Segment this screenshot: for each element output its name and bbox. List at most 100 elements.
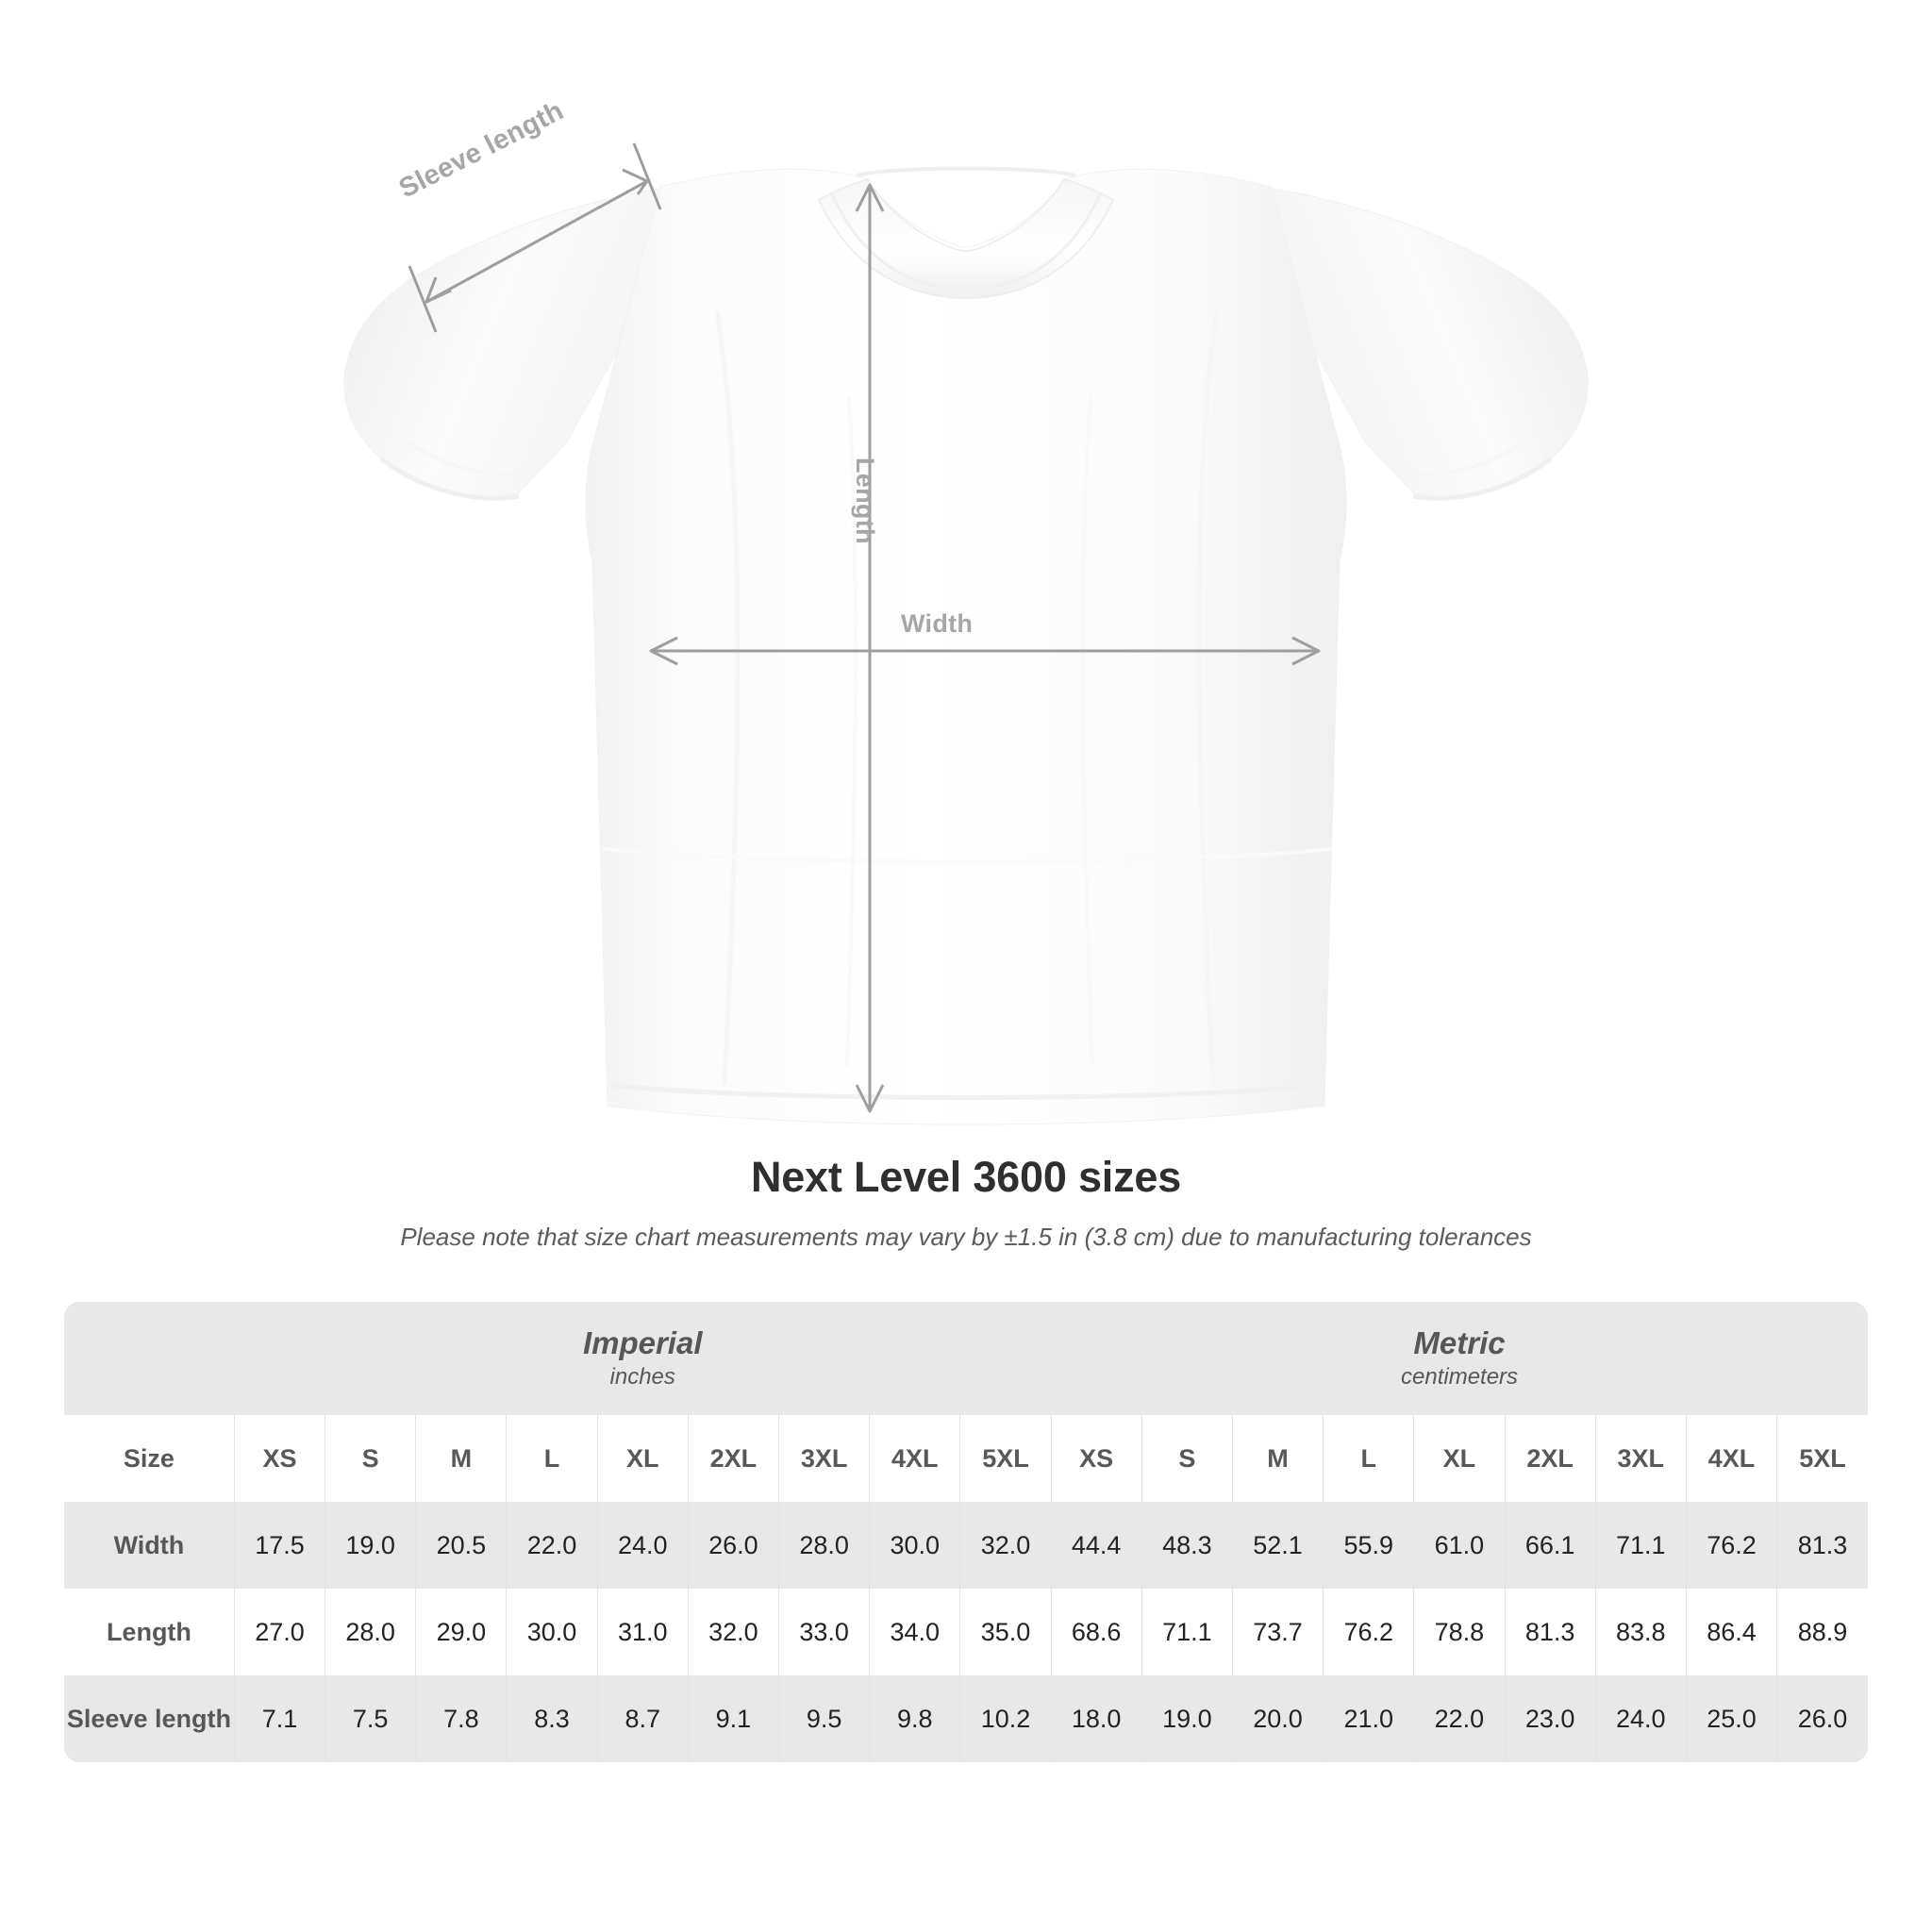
size-header-imperial-5xl: 5XL [959,1415,1052,1502]
cell-sleeve-imperial-l: 8.3 [506,1675,598,1762]
cell-width-imperial-m: 20.5 [415,1502,507,1589]
size-header-imperial-xs: XS [233,1415,325,1502]
size-header-imperial-4xl: 4XL [869,1415,960,1502]
cell-sleeve-metric-m: 20.0 [1231,1675,1324,1762]
cell-width-metric-4xl: 76.2 [1685,1502,1777,1589]
cell-sleeve-imperial-m: 7.8 [415,1675,507,1762]
cell-length-imperial-s: 28.0 [325,1589,416,1675]
unit-header-row: Imperial inches Metric centimeters [64,1302,1868,1415]
size-header-imperial-2xl: 2XL [687,1415,779,1502]
width-arrow [649,636,1321,666]
size-header-metric-3xl: 3XL [1594,1415,1687,1502]
unit-name-imperial: Imperial [582,1325,703,1361]
unit-sub-imperial: inches [609,1364,675,1391]
cell-length-metric-5xl: 88.9 [1776,1589,1868,1675]
row-label-sleeve-length: Sleeve length [64,1675,235,1762]
cell-sleeve-imperial-5xl: 10.2 [959,1675,1052,1762]
cell-length-imperial-3xl: 33.0 [777,1589,870,1675]
size-header-imperial-l: L [506,1415,598,1502]
cell-length-metric-xs: 68.6 [1050,1589,1142,1675]
size-header-imperial-m: M [415,1415,507,1502]
cell-length-imperial-m: 29.0 [415,1589,507,1675]
cell-width-imperial-xl: 24.0 [596,1502,689,1589]
cell-length-metric-l: 76.2 [1323,1589,1414,1675]
unit-header-imperial: Imperial inches [234,1302,1052,1415]
size-header-metric-2xl: 2XL [1504,1415,1596,1502]
table-row: Sleeve length 7.1 7.5 7.8 8.3 8.7 9.1 9.… [64,1675,1868,1762]
cell-width-imperial-3xl: 28.0 [777,1502,870,1589]
cell-width-imperial-5xl: 32.0 [959,1502,1052,1589]
cell-width-imperial-l: 22.0 [506,1502,598,1589]
size-table: Imperial inches Metric centimeters Size … [64,1302,1868,1762]
size-header-metric-xs: XS [1050,1415,1142,1502]
unit-header-spacer [64,1302,235,1415]
cell-length-imperial-xs: 27.0 [233,1589,325,1675]
cell-sleeve-metric-5xl: 26.0 [1776,1675,1868,1762]
shirt-illustration: Sleeve length Length Width [343,95,1589,1125]
size-table-wrapper: Imperial inches Metric centimeters Size … [64,1302,1868,1762]
cell-length-metric-xl: 78.8 [1413,1589,1505,1675]
cell-sleeve-imperial-xl: 8.7 [596,1675,689,1762]
row-label-length: Length [64,1589,235,1675]
row-label-width: Width [64,1502,235,1589]
size-header-metric-m: M [1231,1415,1324,1502]
cell-width-imperial-xs: 17.5 [233,1502,325,1589]
cell-length-imperial-4xl: 34.0 [869,1589,960,1675]
size-header-imperial-s: S [325,1415,416,1502]
unit-header-metric: Metric centimeters [1051,1302,1868,1415]
cell-sleeve-imperial-4xl: 9.8 [869,1675,960,1762]
cell-width-imperial-s: 19.0 [325,1502,416,1589]
cell-length-metric-2xl: 81.3 [1504,1589,1596,1675]
cell-width-metric-5xl: 81.3 [1776,1502,1868,1589]
page-title: Next Level 3600 sizes [750,1153,1182,1201]
cell-sleeve-imperial-2xl: 9.1 [687,1675,779,1762]
cell-width-metric-2xl: 66.1 [1504,1502,1596,1589]
cell-width-imperial-2xl: 26.0 [687,1502,779,1589]
length-label: Length [851,458,879,544]
cell-length-imperial-2xl: 32.0 [687,1589,779,1675]
size-header-metric-5xl: 5XL [1776,1415,1868,1502]
cell-length-metric-s: 71.1 [1141,1589,1233,1675]
size-header-row: Size XS S M L XL 2XL 3XL 4XL 5XL XS S M … [64,1415,1868,1502]
table-row: Length 27.0 28.0 29.0 30.0 31.0 32.0 33.… [64,1589,1868,1675]
table-row: Width 17.5 19.0 20.5 22.0 24.0 26.0 28.0… [64,1502,1868,1589]
cell-width-metric-xl: 61.0 [1413,1502,1505,1589]
length-arrow [855,183,885,1113]
cell-length-metric-m: 73.7 [1231,1589,1324,1675]
size-header-imperial-xl: XL [596,1415,689,1502]
cell-width-metric-m: 52.1 [1231,1502,1324,1589]
cell-length-imperial-xl: 31.0 [596,1589,689,1675]
cell-length-imperial-l: 30.0 [506,1589,598,1675]
cell-length-metric-3xl: 83.8 [1594,1589,1687,1675]
unit-name-metric: Metric [1413,1325,1506,1361]
cell-width-metric-l: 55.9 [1323,1502,1414,1589]
size-header-metric-l: L [1323,1415,1414,1502]
title-block: Next Level 3600 sizes Please note that s… [0,1153,1932,1252]
unit-sub-metric: centimeters [1401,1364,1519,1391]
sleeve-length-arrow [408,142,662,333]
size-header-metric-xl: XL [1413,1415,1505,1502]
cell-sleeve-metric-2xl: 23.0 [1504,1675,1596,1762]
cell-sleeve-metric-xl: 22.0 [1413,1675,1505,1762]
tshirt-svg [343,142,1589,1125]
garment-diagram: Sleeve length Length Width [343,95,1589,1125]
cell-length-imperial-5xl: 35.0 [959,1589,1052,1675]
cell-sleeve-metric-3xl: 24.0 [1594,1675,1687,1762]
cell-sleeve-metric-xs: 18.0 [1050,1675,1142,1762]
size-header-imperial-3xl: 3XL [777,1415,870,1502]
cell-sleeve-metric-4xl: 25.0 [1685,1675,1777,1762]
cell-width-metric-s: 48.3 [1141,1502,1233,1589]
cell-width-metric-xs: 44.4 [1050,1502,1142,1589]
cell-length-metric-4xl: 86.4 [1685,1589,1777,1675]
cell-width-metric-3xl: 71.1 [1594,1502,1687,1589]
cell-sleeve-imperial-s: 7.5 [325,1675,416,1762]
size-header-metric-s: S [1141,1415,1233,1502]
size-header-label: Size [64,1415,235,1502]
cell-sleeve-imperial-xs: 7.1 [233,1675,325,1762]
size-header-metric-4xl: 4XL [1685,1415,1777,1502]
cell-sleeve-metric-s: 19.0 [1141,1675,1233,1762]
cell-sleeve-imperial-3xl: 9.5 [777,1675,870,1762]
cell-sleeve-metric-l: 21.0 [1323,1675,1414,1762]
cell-width-imperial-4xl: 30.0 [869,1502,960,1589]
